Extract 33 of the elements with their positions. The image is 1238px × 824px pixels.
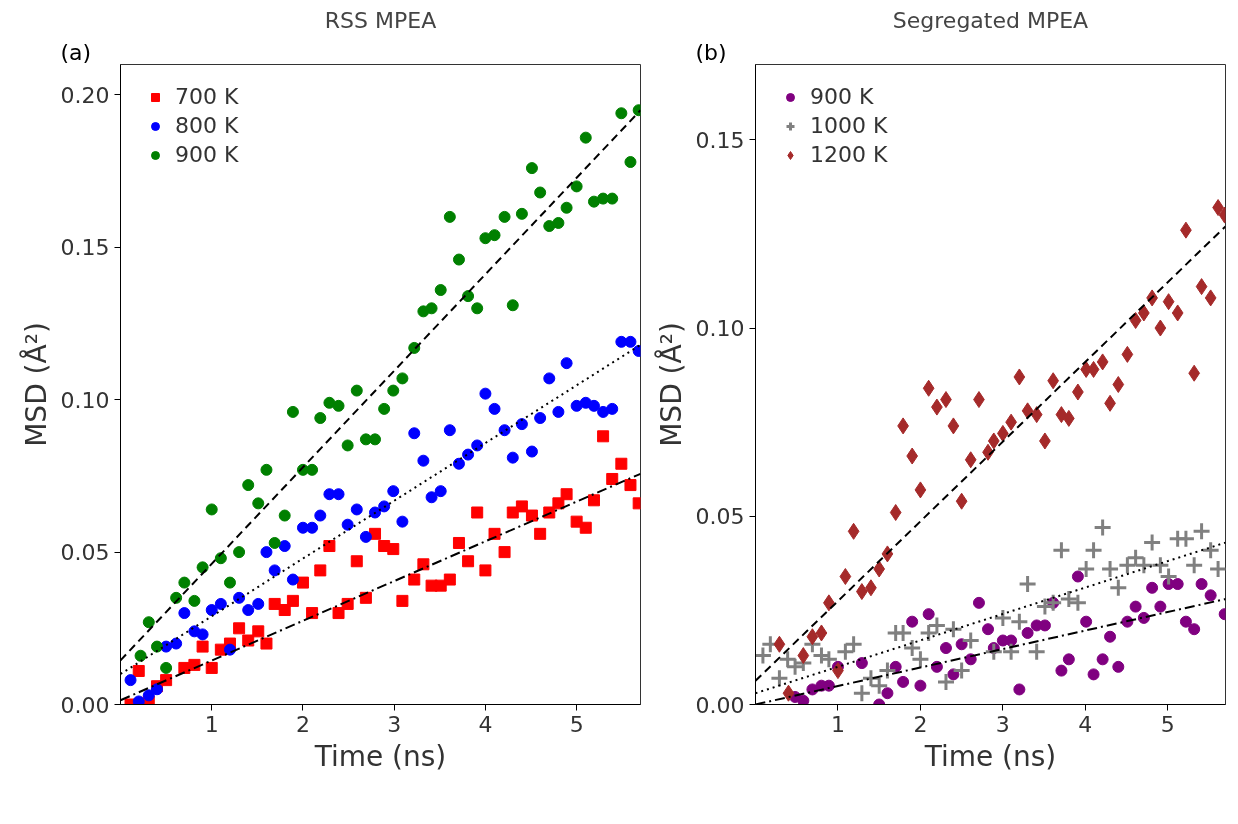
x-tick-label: 5 [1160, 711, 1175, 737]
text: (b) [695, 39, 727, 65]
y-tick-label: 0.15 [695, 127, 745, 153]
x-tick-label: 2 [295, 711, 310, 737]
y-tick-label: 0.05 [60, 540, 110, 566]
legend-label: 1000 K [810, 113, 888, 138]
legend-label: 900 K [810, 84, 874, 109]
chart-title: Segregated MPEA [892, 7, 1089, 33]
legend-label: 900 K [175, 142, 239, 167]
legend-label: 800 K [175, 113, 239, 138]
x-axis-title: Time (ns) [923, 739, 1057, 773]
y-tick-label: 0.00 [60, 692, 110, 718]
y-tick-label: 0.05 [695, 504, 745, 530]
y-tick-label: 0.15 [60, 235, 110, 261]
chart-title: RSS MPEA [324, 7, 437, 33]
x-tick-label: 3 [995, 711, 1010, 737]
legend-label: 700 K [175, 84, 239, 109]
y-tick-label: 0.10 [60, 387, 110, 413]
legend-label: 1200 K [810, 142, 888, 167]
y-tick-label: 0.20 [60, 82, 110, 108]
x-tick-label: 5 [569, 711, 584, 737]
y-axis-title: MSD (Å²) [653, 322, 688, 447]
x-tick-label: 1 [830, 711, 845, 737]
y-axis-title: MSD (Å²) [18, 322, 53, 447]
x-axis-title: Time (ns) [313, 739, 447, 773]
y-tick-label: 0.00 [695, 692, 745, 718]
text: (a) [60, 39, 92, 65]
y-tick-label: 0.10 [695, 316, 745, 342]
x-tick-label: 1 [204, 711, 219, 737]
x-tick-label: 4 [478, 711, 493, 737]
x-tick-label: 4 [1078, 711, 1093, 737]
x-tick-label: 2 [913, 711, 928, 737]
x-tick-label: 3 [387, 711, 402, 737]
